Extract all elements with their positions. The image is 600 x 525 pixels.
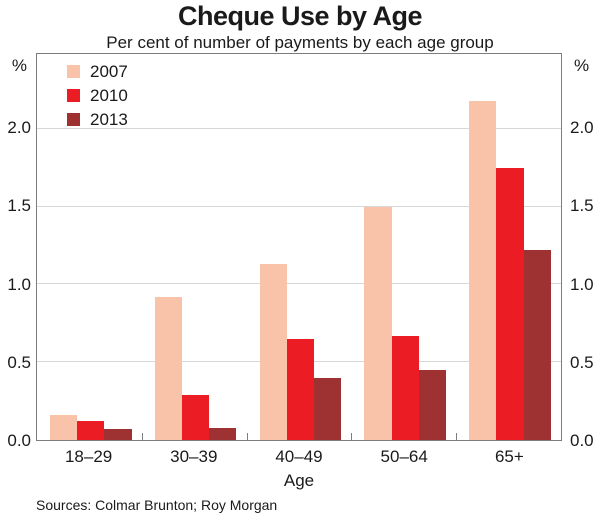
gridline-1.5 [37,205,561,207]
bar-2010-65+ [496,167,524,440]
bar-2013-30-39 [209,427,237,440]
x-axis-title: Age [283,471,315,490]
y-tick-label-left: 2.0 [7,118,31,138]
legend-item-2010: 2010 [67,83,128,107]
x-ticks-layer [37,54,561,440]
x-axis-tick [246,433,248,440]
x-tick-label: 30–39 [170,447,218,466]
bar-2013-40-49 [313,377,342,440]
gridline-2.0 [37,127,561,129]
bar-2007-65+ [469,100,497,440]
x-axis-tick [456,433,458,440]
legend-label: 2010 [90,85,128,105]
chart-subtitle: Per cent of number of payments by each a… [106,33,494,52]
source-note: Sources: Colmar Brunton; Roy Morgan [36,497,278,513]
bar-2007-30-39 [154,296,182,440]
y-tick-label-left: 0.0 [7,431,31,450]
gridline-1.0 [37,283,561,285]
bar-2010-50-64 [391,335,419,440]
x-tick-label: 65+ [494,447,524,466]
y-tick-label-right: 1.5 [570,196,594,216]
legend-item-2007: 2007 [67,59,128,83]
bar-2010-30-39 [181,394,210,440]
bar-2010-18-29 [77,421,105,440]
legend-label: 2007 [90,61,128,81]
y-tick-label-left: 1.5 [7,196,31,216]
y-tick-label-right: 1.0 [570,274,594,294]
y-axis-unit-right: % [574,56,590,75]
legend-item-2013: 2013 [67,107,128,131]
x-tick-label: 40–49 [275,447,323,466]
legend-swatch-icon [67,64,80,78]
bars-layer [37,54,561,440]
legend: 2007 2010 2013 [67,59,128,131]
y-axis-unit-left: % [11,56,27,75]
y-tick-label-right: 2.0 [570,118,594,138]
x-axis-tick [351,433,353,440]
plot-area: 2007 2010 2013 [36,53,562,441]
x-axis-tick [141,433,143,440]
chart-title: Cheque Use by Age [177,1,423,31]
bar-2013-65+ [523,250,551,440]
bar-2013-50-64 [418,369,446,440]
bar-2007-40-49 [259,264,287,440]
y-tick-label-right: 0.5 [570,352,594,372]
y-tick-label-left: 1.0 [7,274,31,294]
x-tick-label: 50–64 [380,447,428,466]
y-tick-label-left: 0.5 [7,352,31,372]
legend-swatch-icon [67,112,80,126]
bar-2007-18-29 [49,415,78,440]
bar-2010-40-49 [286,338,314,440]
y-tick-label-right: 0.0 [570,431,594,450]
x-tick-label: 18–29 [64,447,113,466]
legend-swatch-icon [67,88,80,102]
legend-label: 2013 [90,109,128,129]
bar-2013-18-29 [104,429,132,440]
bar-2007-50-64 [364,206,392,440]
